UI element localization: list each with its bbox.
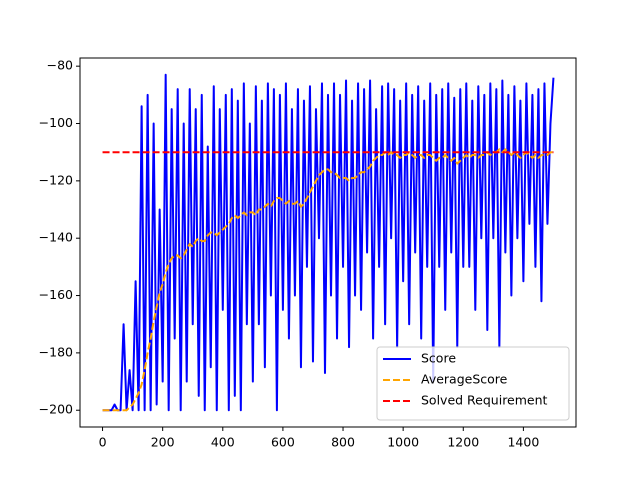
y-tick-label: −80 bbox=[47, 58, 73, 73]
y-tick-label: −160 bbox=[39, 287, 73, 302]
legend-label: AverageScore bbox=[421, 372, 508, 387]
y-tick-label: −140 bbox=[39, 230, 73, 245]
y-tick-label: −200 bbox=[39, 402, 73, 417]
x-tick-label: 0 bbox=[99, 435, 107, 450]
x-tick-label: 1200 bbox=[447, 435, 479, 450]
y-tick-label: −120 bbox=[39, 172, 73, 187]
x-tick-label: 800 bbox=[331, 435, 355, 450]
legend-label: Solved Requirement bbox=[421, 393, 548, 408]
series-line bbox=[102, 73, 555, 412]
x-tick-label: 1000 bbox=[387, 435, 419, 450]
x-tick-label: 200 bbox=[151, 435, 175, 450]
x-tick-label: 1400 bbox=[507, 435, 539, 450]
x-tick-label: 600 bbox=[271, 435, 295, 450]
x-tick-label: 400 bbox=[211, 435, 235, 450]
plot-frame bbox=[79, 57, 577, 428]
y-tick-label: −180 bbox=[39, 344, 73, 359]
series-line bbox=[102, 148, 554, 412]
legend-label: Score bbox=[421, 351, 456, 366]
y-tick-label: −100 bbox=[39, 115, 73, 130]
legend-box bbox=[376, 346, 570, 421]
